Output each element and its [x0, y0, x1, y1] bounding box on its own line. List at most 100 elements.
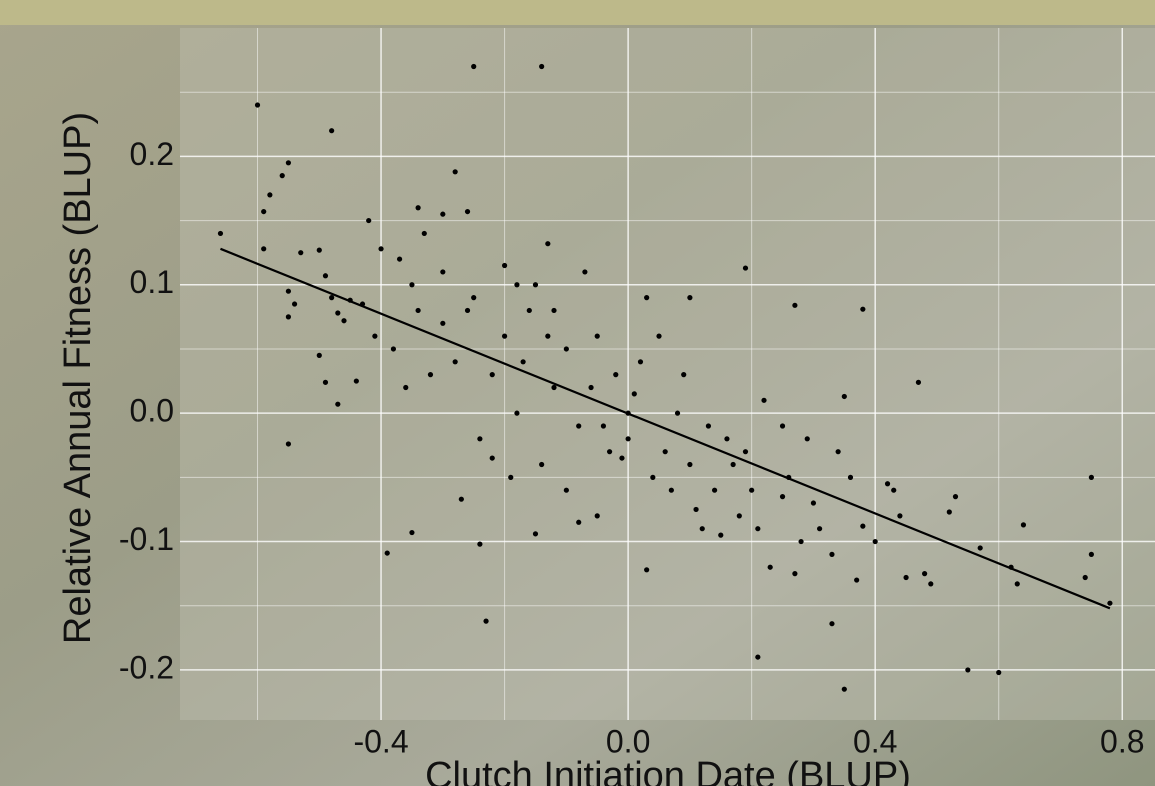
plot-panel: [180, 28, 1155, 720]
x-tick-label: -0.4: [353, 723, 408, 759]
point: [705, 423, 712, 429]
y-tick-label: 0.0: [130, 393, 174, 429]
point: [965, 667, 971, 673]
point: [977, 545, 983, 551]
point: [804, 436, 810, 442]
point: [501, 262, 508, 269]
point: [674, 410, 681, 416]
point: [489, 455, 495, 461]
point: [539, 461, 545, 468]
point: [835, 449, 841, 455]
point: [644, 295, 650, 301]
point: [316, 352, 322, 358]
point: [335, 401, 341, 407]
point: [440, 269, 446, 275]
point: [897, 513, 903, 519]
point: [477, 541, 483, 547]
point: [606, 449, 613, 455]
point: [817, 526, 823, 532]
point: [508, 474, 514, 480]
y-tick-label: 0.1: [130, 264, 174, 300]
point: [952, 494, 959, 500]
top-band: [0, 0, 1155, 25]
point: [298, 250, 304, 256]
point: [464, 208, 471, 215]
point: [625, 436, 631, 442]
point: [742, 449, 749, 455]
point: [520, 359, 526, 365]
point: [687, 295, 693, 301]
point: [353, 378, 359, 384]
point: [847, 474, 854, 480]
point: [637, 359, 644, 365]
point: [1088, 474, 1094, 480]
point: [526, 307, 532, 314]
point: [588, 384, 594, 391]
point: [409, 282, 415, 288]
point: [613, 372, 619, 378]
point: [390, 346, 397, 352]
point: [668, 487, 674, 493]
point: [922, 571, 928, 577]
point: [384, 550, 390, 556]
point: [291, 301, 298, 307]
point: [483, 618, 489, 624]
point: [576, 423, 582, 429]
fit-line: [220, 247, 1111, 610]
point: [415, 307, 421, 314]
point: [477, 436, 483, 442]
point: [749, 487, 755, 493]
point: [452, 169, 458, 175]
point: [514, 410, 520, 416]
point: [489, 372, 495, 378]
point: [891, 487, 897, 493]
point: [854, 577, 860, 583]
point: [582, 269, 588, 275]
y-axis-title: Relative Annual Fitness (BLUP): [57, 112, 99, 644]
point: [563, 346, 569, 352]
point: [532, 531, 539, 537]
y-tick-label: -0.1: [119, 521, 174, 557]
point: [440, 320, 446, 326]
point: [662, 449, 668, 455]
point: [736, 513, 742, 519]
point: [841, 686, 847, 692]
point: [576, 519, 582, 525]
x-tick-label: 0.0: [606, 723, 650, 759]
point: [285, 160, 292, 166]
point: [619, 455, 625, 461]
point: [1082, 574, 1088, 581]
point: [841, 393, 847, 400]
point: [711, 487, 718, 493]
point: [742, 265, 749, 271]
point: [631, 391, 637, 397]
point: [217, 230, 224, 237]
x-tick-label: 0.4: [853, 723, 897, 759]
point: [372, 333, 378, 339]
point: [322, 379, 329, 385]
point: [644, 567, 650, 573]
point: [539, 63, 545, 70]
point: [440, 211, 446, 217]
point: [779, 423, 786, 429]
x-tick-label: 0.8: [1100, 723, 1144, 759]
point: [427, 372, 434, 378]
point: [366, 217, 372, 224]
point: [551, 307, 557, 314]
point: [872, 538, 878, 545]
point: [1107, 600, 1113, 606]
point: [545, 241, 551, 247]
point: [254, 102, 261, 108]
point: [532, 282, 539, 288]
point: [396, 256, 403, 262]
point: [316, 247, 322, 253]
point: [798, 538, 804, 545]
point: [779, 494, 786, 500]
point: [403, 384, 409, 391]
point: [1014, 581, 1020, 587]
point: [903, 574, 909, 581]
point: [563, 487, 569, 493]
point: [329, 128, 335, 134]
point: [594, 333, 600, 339]
